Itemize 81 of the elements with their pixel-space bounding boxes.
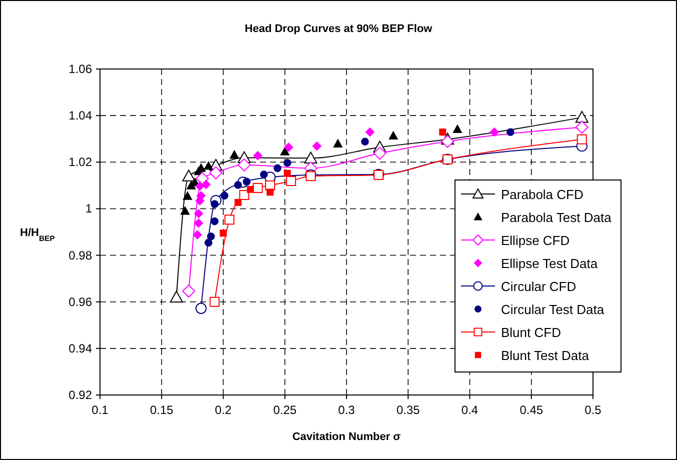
y-tick-label: 1.06 [68,62,92,76]
point [170,290,183,302]
point [439,128,446,136]
point [373,146,386,160]
x-tick-label: 0.3 [338,403,356,417]
chart-title: Head Drop Curves at 90% BEP Flow [244,23,433,35]
point [452,124,462,134]
point [253,151,262,160]
point [220,192,228,200]
point [195,302,207,314]
point [266,188,274,196]
point [361,138,369,146]
legend-label: Circular CFD [501,279,576,294]
point [194,209,204,218]
legend-label: Blunt Test Data [501,348,590,363]
legend-label: Blunt CFD [501,325,561,340]
point [260,170,268,178]
point [575,110,588,123]
point [246,186,254,193]
point [333,139,342,148]
legend-label: Parabola CFD [501,187,584,202]
x-tick-label: 0.4 [461,403,478,417]
point [576,134,587,144]
point [238,158,251,172]
point [220,230,227,237]
x-tick-label: 0.2 [214,403,232,417]
point [490,128,499,137]
point [194,218,204,228]
x-axis-title: Cavitation Number σ [292,431,402,443]
legend-label: Circular Test Data [501,302,605,317]
point [230,150,239,159]
point [575,120,588,134]
point [183,192,192,200]
point [283,158,292,167]
point [506,128,514,136]
x-tick-label: 0.1 [92,403,109,417]
point [234,198,242,206]
x-tick-label: 0.45 [520,403,544,417]
point [286,176,296,186]
y-tick-label: 0.94 [68,341,92,356]
point [284,170,291,177]
point [312,142,322,151]
point [280,147,290,156]
y-tick-label: 1 [85,202,92,216]
point [274,164,282,172]
point [182,170,196,182]
y-tick-label: 0.98 [68,248,92,262]
point [204,238,212,247]
point [239,190,250,200]
y-tick-label: 1.02 [68,155,92,170]
legend-label: Ellipse CFD [501,233,570,248]
point [242,178,251,186]
legend-label: Parabola Test Data [501,210,612,225]
point [209,166,222,180]
point [224,214,234,225]
point [192,230,202,240]
y-axis-title: H/H$_{BEP}$ [20,227,55,242]
point [204,162,213,170]
x-tick-label: 0.15 [150,403,174,417]
point [284,142,294,152]
point [252,182,263,193]
point [210,217,219,226]
y-tick-label: 1.04 [68,108,92,123]
point [441,134,454,148]
legend-label: Ellipse Test Data [501,256,598,271]
point [207,232,215,240]
point [210,296,220,307]
y-tick-label: 0.96 [68,294,92,309]
point [201,180,210,189]
point [365,128,374,137]
point [210,200,219,208]
point [195,182,204,191]
point [388,131,398,140]
x-tick-label: 0.35 [396,403,420,417]
x-tick-label: 0.25 [273,403,297,417]
point [182,284,196,298]
point [304,152,318,164]
y-tick-label: 0.92 [68,388,92,402]
point [180,206,190,215]
point [234,181,242,189]
x-tick-label: 0.5 [584,403,602,417]
